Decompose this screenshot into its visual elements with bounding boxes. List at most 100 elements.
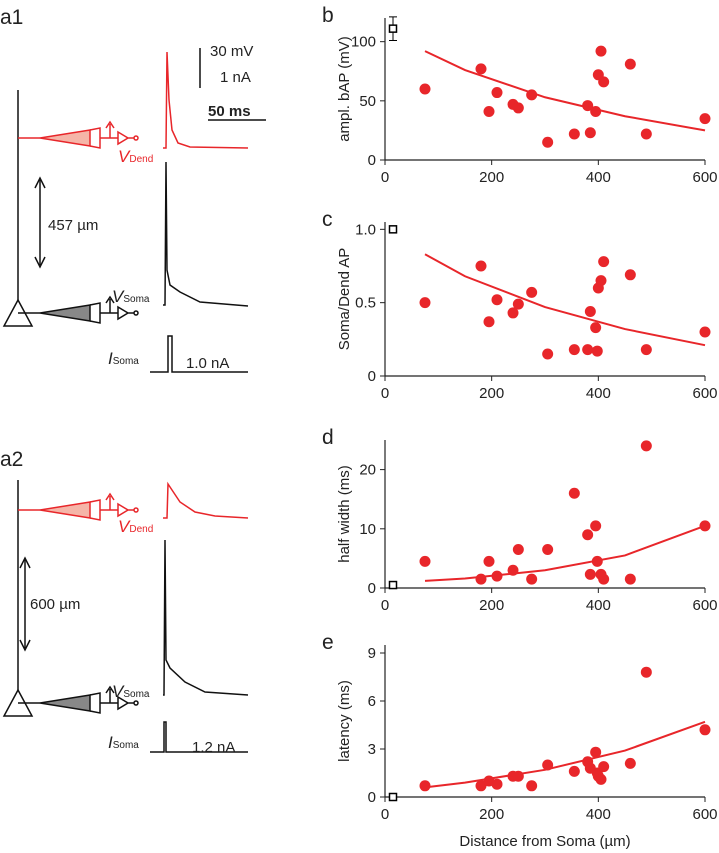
- data-point: [640, 344, 652, 356]
- x-tick-label: 400: [586, 169, 611, 186]
- data-point: [595, 275, 607, 287]
- sub: Soma: [123, 689, 150, 700]
- y-tick-label: 0: [368, 152, 376, 169]
- v: V: [118, 517, 131, 536]
- sub: Soma: [113, 356, 140, 367]
- data-point: [598, 256, 610, 268]
- data-point: [591, 345, 603, 357]
- data-point: [475, 780, 487, 792]
- data-point: [542, 136, 554, 148]
- data-point: [542, 544, 554, 556]
- i: I: [108, 349, 113, 368]
- data-point: [598, 573, 610, 585]
- x-tick-label: 600: [692, 385, 717, 402]
- data-point: [699, 326, 711, 338]
- soma-point: [388, 580, 398, 590]
- y-tick-label: 0.5: [355, 295, 376, 312]
- data-point: [512, 102, 524, 114]
- data-point: [419, 297, 431, 309]
- data-point: [419, 780, 431, 792]
- data-point: [640, 666, 652, 678]
- y-tick-label: 9: [368, 645, 376, 662]
- data-point: [419, 555, 431, 567]
- x-tick-label: 0: [381, 169, 389, 186]
- fit-line: [424, 524, 706, 582]
- data-point: [512, 298, 524, 310]
- y-tick-label: 0: [368, 789, 376, 806]
- data-point: [491, 87, 503, 99]
- data-point: [624, 58, 636, 70]
- data-point: [640, 440, 652, 452]
- x-tick-label: 600: [692, 806, 717, 823]
- data-point: [542, 348, 554, 360]
- data-point: [568, 344, 580, 356]
- data-point: [491, 778, 503, 790]
- data-point: [624, 757, 636, 769]
- y-axis-label: half width (ms): [336, 465, 353, 563]
- data-point: [595, 773, 607, 785]
- data-point: [699, 724, 711, 736]
- distance-label: 457 µm: [48, 217, 98, 234]
- sub: Dend: [129, 154, 153, 165]
- soma-point: [388, 24, 398, 33]
- data-point: [584, 568, 596, 580]
- data-point: [590, 322, 602, 334]
- data-point: [475, 63, 487, 75]
- a2-schematic: [2, 480, 249, 753]
- x-tick-label: 200: [479, 385, 504, 402]
- current-label: 1.0 nA: [186, 355, 229, 372]
- data-point: [624, 573, 636, 585]
- x-axis-label: Distance from Soma (µm): [459, 833, 630, 850]
- data-point: [582, 344, 594, 356]
- data-point: [526, 780, 538, 792]
- panel-label: a2: [0, 448, 23, 471]
- trace-label: VDend: [118, 517, 153, 536]
- data-point: [475, 573, 487, 585]
- y-tick-label: 100: [351, 34, 376, 51]
- data-point: [584, 305, 596, 317]
- data-point: [595, 45, 607, 57]
- x-tick-label: 200: [479, 597, 504, 614]
- x-tick-label: 200: [479, 806, 504, 823]
- data-point: [491, 294, 503, 306]
- i: I: [108, 733, 113, 752]
- current-label: 1.2 nA: [192, 739, 235, 756]
- fit-line: [424, 50, 706, 132]
- data-point: [624, 269, 636, 281]
- sub: Soma: [113, 740, 140, 751]
- data-point: [475, 260, 487, 272]
- y-axis-label: Soma/Dend AP: [336, 248, 353, 351]
- data-point: [483, 316, 495, 328]
- data-point: [483, 105, 495, 117]
- y-tick-label: 3: [368, 741, 376, 758]
- data-point: [526, 286, 538, 298]
- sub: Dend: [129, 524, 153, 535]
- data-point: [598, 76, 610, 88]
- data-point: [568, 765, 580, 777]
- data-point: [590, 520, 602, 532]
- sub: Soma: [123, 294, 150, 305]
- x-tick-label: 400: [586, 385, 611, 402]
- data-point: [582, 529, 594, 541]
- data-point: [598, 761, 610, 773]
- data-point: [507, 307, 519, 319]
- data-point: [483, 555, 495, 567]
- scale-label: 30 mV: [210, 43, 253, 60]
- x-tick-label: 0: [381, 806, 389, 823]
- trace-label: ISoma: [108, 349, 139, 368]
- trace-label: VDend: [118, 147, 153, 166]
- x-tick-label: 400: [586, 806, 611, 823]
- scale-label: 50 ms: [208, 103, 251, 120]
- data-point: [590, 746, 602, 758]
- trace-label: VSoma: [112, 287, 150, 306]
- fit-line: [424, 720, 706, 789]
- y-tick-label: 1.0: [355, 221, 376, 238]
- data-point: [640, 128, 652, 140]
- data-point: [526, 573, 538, 585]
- data-point: [699, 113, 711, 125]
- trace-label: VSoma: [112, 682, 150, 701]
- scale-label: 1 nA: [220, 69, 251, 86]
- panel-label: e: [322, 631, 334, 654]
- data-point: [584, 127, 596, 139]
